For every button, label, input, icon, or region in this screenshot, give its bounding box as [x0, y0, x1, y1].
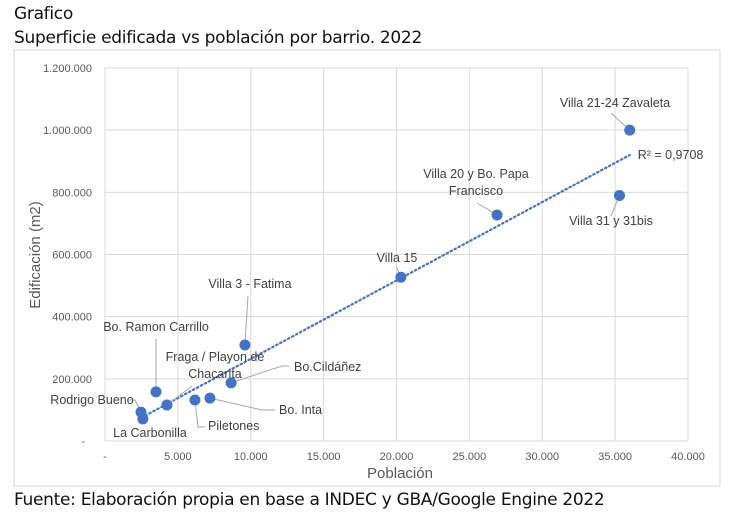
x-tick-label: 35.000: [598, 451, 632, 463]
data-label: Chacarita: [188, 367, 242, 381]
y-tick-label: 200.000: [52, 374, 92, 386]
data-label: Villa 20 y Bo. Papa: [423, 167, 528, 181]
data-label: Bo. Ramon Carrillo: [103, 320, 209, 334]
y-axis-title: Edificación (m2): [27, 201, 44, 309]
leader-line: [194, 399, 205, 428]
chart-title: Grafico: [14, 4, 73, 24]
y-tick-label: -: [81, 436, 85, 448]
x-axis-title: Población: [367, 465, 433, 482]
x-tick-label: 20.000: [380, 451, 414, 463]
y-tick-label: 800.000: [52, 187, 92, 199]
x-tick-label: 25.000: [453, 451, 487, 463]
data-point: [150, 386, 162, 398]
x-tick-label: 40.000: [671, 451, 705, 463]
leader-line: [209, 397, 275, 411]
data-point: [189, 394, 201, 406]
r-squared-label: R² = 0,9708: [638, 148, 704, 162]
y-tick-label: 400.000: [52, 312, 92, 324]
data-point: [624, 124, 636, 136]
data-label: Bo.Cildáñez: [294, 360, 361, 374]
x-tick-label: 15.000: [307, 451, 341, 463]
data-label: Villa 3 - Fatima: [208, 277, 291, 291]
data-label: Rodrigo Bueno: [50, 393, 133, 407]
data-label: Villa 15: [377, 251, 418, 265]
data-point: [395, 271, 407, 283]
y-tick-label: 1.200.000: [43, 63, 92, 75]
source-note: Fuente: Elaboración propia en base a IND…: [14, 490, 605, 510]
data-point: [161, 399, 173, 411]
data-point: [137, 413, 149, 425]
data-point: [204, 392, 216, 404]
data-label: La Carbonilla: [113, 426, 187, 440]
x-tick-label: 5.000: [164, 451, 192, 463]
data-label: Francisco: [449, 184, 503, 198]
data-label: Fraga / Playon de: [166, 350, 265, 364]
data-label: Piletones: [208, 419, 259, 433]
x-tick-label: -: [103, 451, 107, 463]
data-point: [225, 377, 237, 389]
data-label: Bo. Inta: [279, 403, 322, 417]
data-point: [613, 189, 625, 201]
y-tick-label: 1.000.000: [43, 125, 92, 137]
data-label: Villa 21-24 Zavaleta: [560, 96, 670, 110]
data-label: Villa 31 y 31bis: [569, 214, 653, 228]
x-tick-label: 30.000: [525, 451, 559, 463]
chart-subtitle: Superficie edificada vs población por ba…: [14, 28, 422, 48]
x-tick-label: 10.000: [234, 451, 268, 463]
trendline: [140, 153, 631, 419]
chart-frame: [13, 49, 721, 487]
leader-line: [230, 365, 289, 384]
data-point: [239, 339, 251, 351]
leader-line: [244, 295, 249, 345]
data-point: [491, 209, 503, 221]
y-tick-label: 600.000: [52, 250, 92, 262]
